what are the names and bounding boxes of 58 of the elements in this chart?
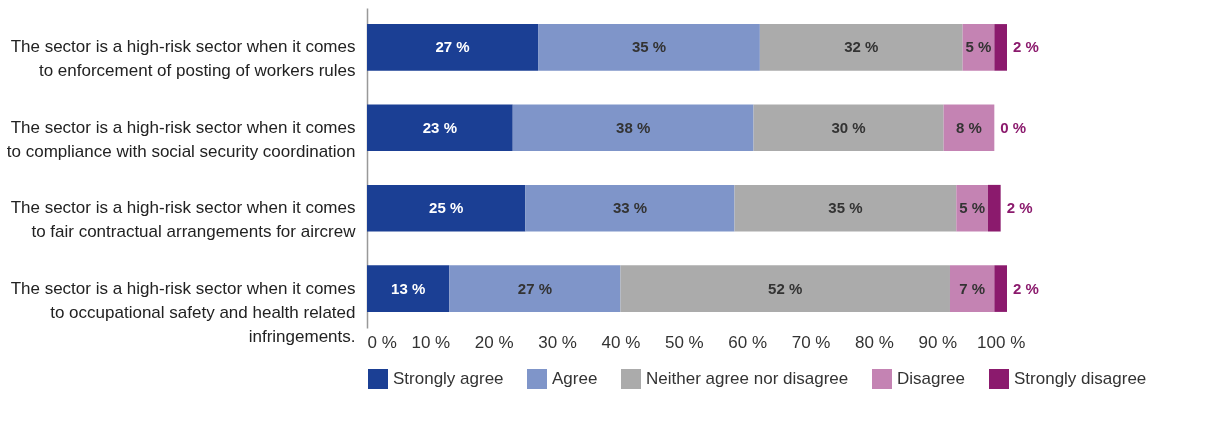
y-tick-label: The sector is a high-risk sector when it comes to enforcement of posting of workers rules (10, 37, 356, 81)
bar (943, 104, 995, 152)
data-label: 27 % (435, 38, 470, 56)
data-label: 30 % (831, 118, 866, 136)
x-tick-label: 80 % (855, 332, 894, 352)
x-tick-label: 30 % (538, 332, 577, 352)
bar (512, 104, 754, 152)
data-label: 23 % (422, 118, 457, 136)
bar (367, 104, 513, 152)
bar (734, 184, 957, 232)
y-tick-label: The sector is a high-risk sector when it comes to compliance with social security coordination (6, 117, 356, 161)
data-label: 32 % (844, 38, 879, 56)
x-tick-label: 90 % (918, 332, 958, 352)
x-tick-label: 20 % (474, 332, 514, 352)
data-label: 5 % (965, 38, 992, 56)
data-label: 8 % (956, 118, 982, 136)
x-tick-label: 40 % (601, 332, 641, 352)
bar (449, 265, 621, 312)
bar (367, 24, 539, 71)
bar (956, 184, 988, 232)
x-tick-label: 0 % (367, 332, 397, 352)
data-label: 7 % (959, 279, 986, 297)
data-label: 35 % (828, 199, 863, 217)
legend-label: Neither agree nor disagree (646, 369, 849, 388)
data-label: 25 % (429, 199, 464, 217)
bar (759, 24, 963, 71)
y-tick-label: The sector is a high-risk sector when it comes to fair contractual arrangements for aircrew (10, 198, 357, 242)
data-label: 33 % (612, 199, 648, 217)
data-label: 13 % (391, 279, 426, 297)
bar (538, 24, 760, 71)
data-label: 35 % (631, 38, 667, 56)
data-label: 52 % (768, 279, 803, 297)
bar (949, 265, 995, 312)
bar (987, 184, 1001, 232)
bar (994, 24, 1007, 71)
legend-label: Agree (552, 369, 598, 388)
legend-label: Disagree (897, 369, 966, 388)
data-label: 0 % (1000, 118, 1027, 136)
data-label: 27 % (517, 279, 553, 297)
legend-label: Strongly agree (393, 369, 504, 388)
x-tick-label: 10 % (411, 332, 451, 352)
legend-label: Strongly disagree (1014, 369, 1147, 388)
x-tick-label: 70 % (791, 332, 831, 352)
x-tick-label: 50 % (664, 332, 704, 352)
x-tick-label: 60 % (728, 332, 768, 352)
data-label: 2 % (1006, 199, 1033, 217)
bar (994, 265, 1007, 312)
bar (753, 104, 944, 152)
data-label: 2 % (1013, 279, 1039, 297)
x-tick-label: 100 % (977, 332, 1026, 352)
data-label: 2 % (1013, 38, 1039, 56)
bar (525, 184, 735, 232)
bar (620, 265, 950, 312)
data-label: 5 % (959, 199, 986, 217)
y-tick-label: The sector is a high-risk sector when it comes to occupational safety and health related infringements. (10, 278, 356, 346)
data-label: 38 % (616, 118, 651, 136)
bar (367, 184, 526, 232)
bar (367, 265, 450, 312)
